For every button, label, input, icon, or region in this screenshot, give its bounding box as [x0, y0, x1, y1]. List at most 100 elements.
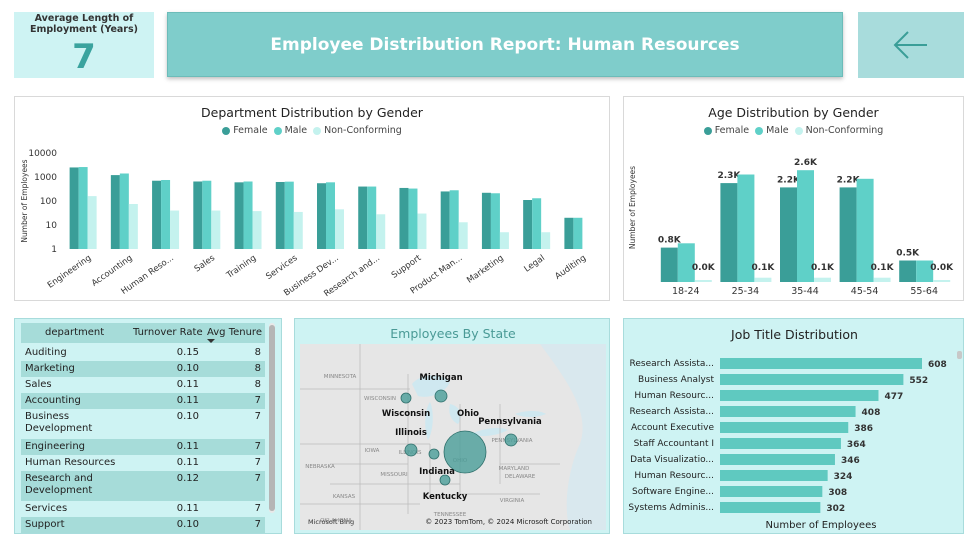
job-value-label: 324 [834, 472, 853, 482]
map-region-label: MINNESOTA [324, 374, 357, 380]
x-tick-label: Auditing [553, 253, 588, 282]
bar-male [677, 243, 695, 282]
job-value-label: 386 [854, 424, 873, 434]
bar-male [449, 190, 459, 249]
table-row[interactable]: Research and Development 0.12 7 [21, 471, 265, 501]
x-tick-label: Legal [522, 253, 546, 274]
lake-michigan [425, 402, 433, 440]
job-bar [720, 502, 821, 513]
job-title-panel: Job Title Distribution Research Assista.… [623, 318, 964, 534]
bar-non-conforming [814, 277, 831, 282]
bar-male [326, 182, 335, 249]
x-tick-label: Training [224, 253, 258, 281]
bar-female [110, 175, 120, 249]
bar-male [737, 174, 755, 282]
bar-non-conforming [335, 209, 344, 249]
x-tick-label: 25-34 [732, 286, 760, 297]
legend-nonconforming: Non-Conforming [313, 125, 402, 136]
cell-department: Research and Development [25, 473, 93, 496]
col-turnover[interactable]: Turnover Rate [133, 327, 203, 338]
cell-tenure: 7 [254, 519, 261, 530]
bar-male [532, 198, 542, 249]
cell-department: Auditing [25, 347, 67, 358]
table-row[interactable]: Engineering 0.11 7 [21, 439, 265, 455]
table-row[interactable]: Sales 0.11 8 [21, 377, 265, 393]
cell-tenure: 7 [254, 503, 261, 514]
ocean [540, 344, 606, 530]
job-category-label: Data Visualizatio... [630, 455, 714, 465]
job-value-label: 477 [884, 392, 903, 402]
job-bar [720, 406, 856, 417]
table-header: department Turnover Rate Avg Tenure [21, 323, 265, 343]
state-bubble [434, 389, 448, 403]
state-label: Indiana [419, 467, 455, 477]
age-legend: Female Male Non-Conforming [624, 125, 963, 136]
col-avg-tenure[interactable]: Avg Tenure [207, 327, 262, 338]
kpi-value: 7 [72, 37, 96, 77]
data-label: 0.8K [658, 236, 682, 246]
bar-non-conforming [694, 280, 712, 282]
job-category-label: Software Engine... [632, 487, 714, 497]
dept-chart-title: Department Distribution by Gender [201, 105, 423, 120]
legend-male: Male [755, 125, 789, 136]
avg-employment-kpi: Average Length of Employment (Years) 7 [14, 12, 154, 78]
table-row[interactable]: Human Resources 0.11 7 [21, 455, 265, 471]
cell-turnover: 0.11 [176, 441, 199, 452]
job-bar [720, 438, 841, 449]
map-region-label: TENNESSEE [433, 512, 467, 518]
table-row[interactable]: Support 0.10 7 [21, 517, 265, 533]
map-copyright: © 2023 TomTom, © 2024 Microsoft Corporat… [425, 518, 592, 526]
job-bar [720, 470, 828, 481]
us-map[interactable]: MINNESOTA WISCONSIN IOWA NEBRASKA KANSAS OKLA… [300, 344, 606, 530]
state-label: Michigan [419, 373, 462, 383]
cell-department: Support [25, 519, 65, 530]
back-button[interactable] [858, 12, 964, 78]
map-panel: Employees By State MINNESOTA WISCONSIN IOW… [294, 318, 610, 534]
job-scrollbar[interactable] [957, 351, 962, 359]
state-label: Illinois [395, 428, 427, 438]
x-axis-label: Number of Employees [766, 520, 877, 531]
bar-non-conforming [211, 210, 221, 249]
x-tick-label: Marketing [465, 253, 505, 285]
bar-non-conforming [87, 196, 97, 249]
department-table-panel: department Turnover Rate Avg Tenure Audi… [14, 318, 282, 534]
y-tick-label: 1000 [34, 173, 57, 183]
map-region-label: NEBRASKA [305, 464, 335, 470]
job-bar [720, 454, 835, 465]
y-tick-label: 1 [51, 245, 57, 255]
bar-female [358, 186, 368, 249]
y-tick-label: 10000 [28, 149, 57, 159]
bar-male [797, 170, 814, 282]
col-department[interactable]: department [45, 327, 105, 338]
bar-male [490, 193, 500, 249]
bar-female [780, 187, 797, 282]
table-scrollbar[interactable] [269, 323, 275, 513]
scrollbar-thumb[interactable] [269, 325, 275, 511]
table-row[interactable]: Business Development 0.10 7 [21, 409, 265, 439]
job-title-chart: Research Assista... 608 Business Analyst 55… [628, 358, 947, 531]
cell-turnover: 0.11 [176, 457, 199, 468]
bar-female [152, 180, 162, 249]
bar-male [202, 180, 212, 249]
dept-legend: Female Male Non-Conforming [15, 125, 609, 136]
lake-ontario [515, 411, 546, 417]
legend-female: Female [222, 125, 268, 136]
cell-turnover: 0.10 [176, 363, 199, 374]
table-row[interactable]: Marketing 0.10 8 [21, 361, 265, 377]
data-label: 0.1K [871, 263, 895, 273]
bar-non-conforming [458, 222, 468, 249]
y-tick-label: 10 [46, 221, 58, 231]
bar-non-conforming [933, 280, 951, 282]
bar-male [856, 178, 874, 282]
job-bar [720, 374, 904, 385]
table-row[interactable]: Accounting 0.11 7 [21, 393, 265, 409]
bar-female [193, 181, 203, 249]
bar-non-conforming [128, 203, 138, 249]
cell-turnover: 0.10 [176, 519, 199, 530]
table-row[interactable]: Auditing 0.15 8 [21, 345, 265, 361]
table-row[interactable]: Services 0.11 7 [21, 501, 265, 517]
map-region-label: DELAWARE [505, 474, 536, 480]
job-category-label: Systems Adminis... [628, 503, 714, 513]
map-region-label: IOWA [365, 448, 380, 454]
cell-department: Business Development [25, 411, 93, 434]
